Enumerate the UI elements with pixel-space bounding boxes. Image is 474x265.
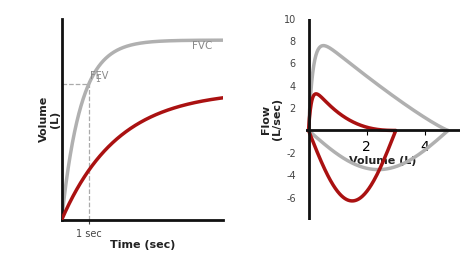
Text: 1: 1: [96, 74, 100, 83]
X-axis label: Time (sec): Time (sec): [110, 240, 175, 250]
Text: FVC: FVC: [192, 41, 212, 51]
X-axis label: Volume (L): Volume (L): [349, 156, 416, 166]
Text: FEV: FEV: [90, 71, 109, 81]
Y-axis label: Volume
(L): Volume (L): [39, 96, 60, 142]
Y-axis label: Flow
(L/sec): Flow (L/sec): [261, 98, 283, 140]
